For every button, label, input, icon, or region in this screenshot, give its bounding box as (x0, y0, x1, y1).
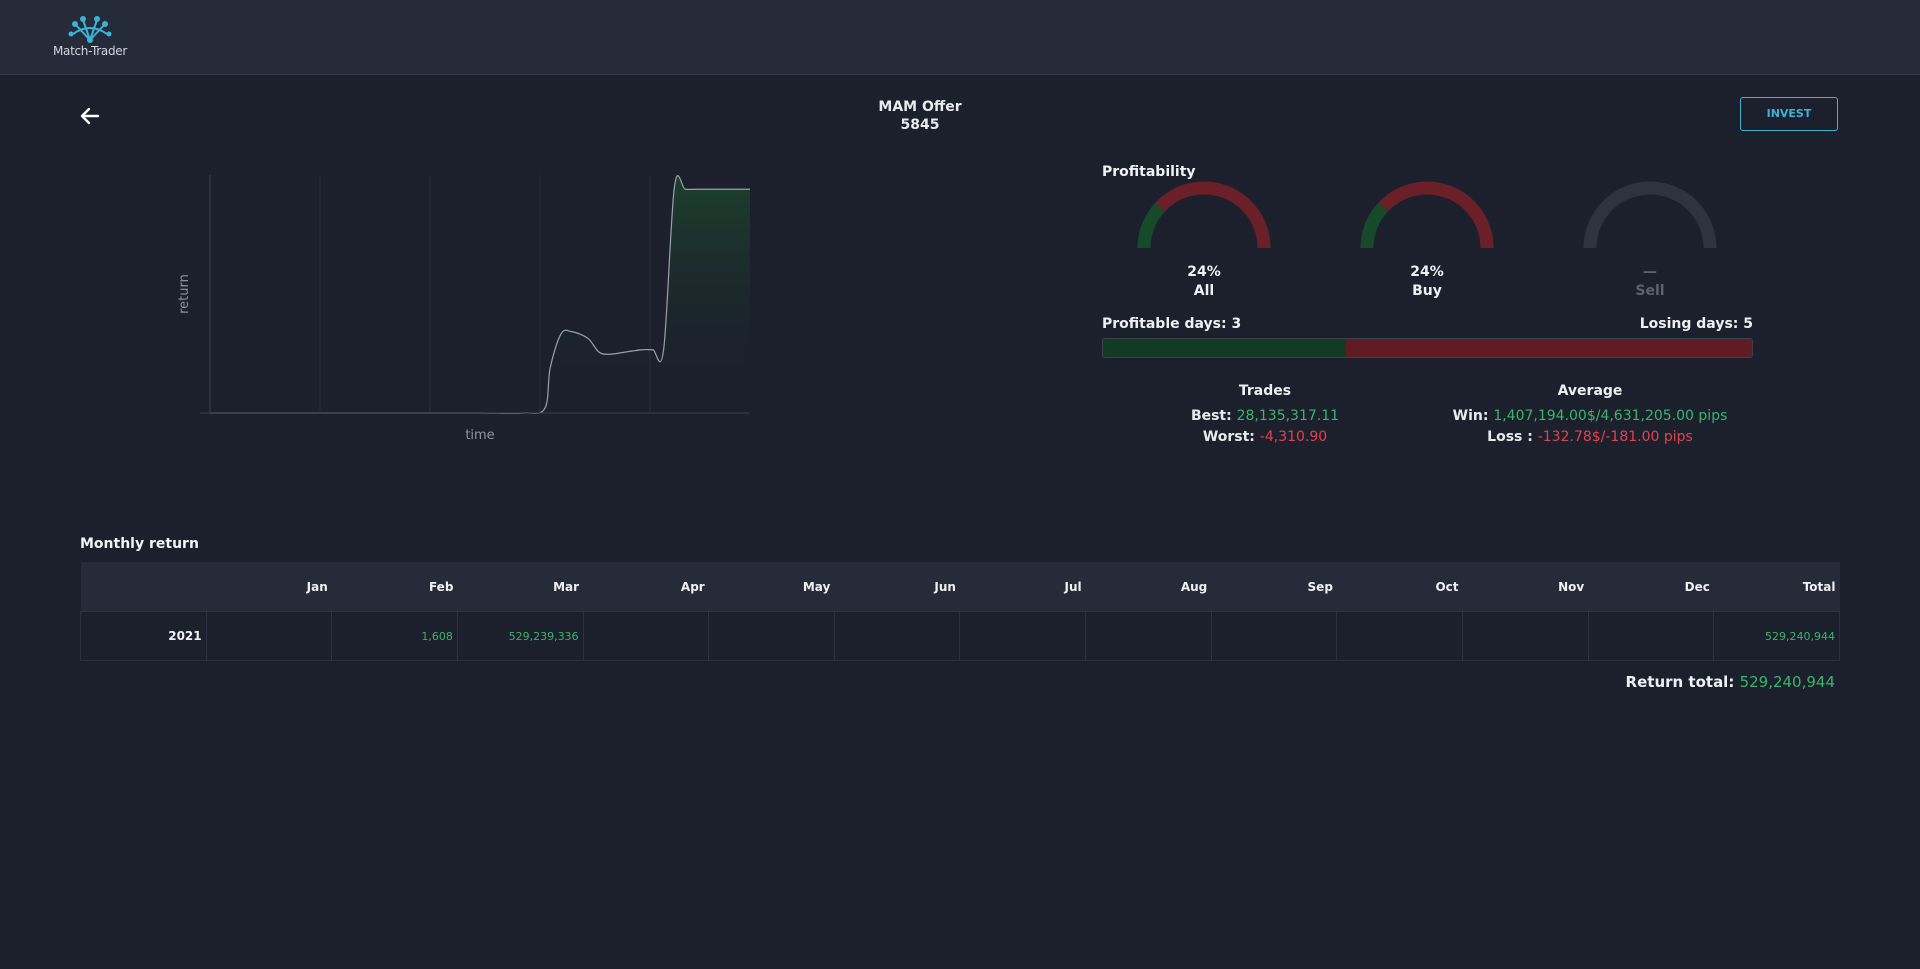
offer-id: 5845 (900, 117, 940, 133)
days-bar-profitable (1103, 339, 1347, 357)
gauge-loss-arc (1378, 181, 1494, 249)
x-axis-label: time (465, 428, 494, 443)
profitability-title: Profitability (1102, 164, 1196, 180)
gauge-all: 24% All (1134, 176, 1274, 299)
column-header-sep: Sep (1211, 562, 1337, 612)
invest-button[interactable]: INVEST (1740, 97, 1838, 131)
cell-mar: 529,239,336 (456, 611, 584, 661)
column-header-nov: Nov (1462, 562, 1589, 612)
monthly-return-table: Jan Feb Mar Apr May Jun Jul Aug Sep Oct … (80, 562, 1840, 661)
profitable-days-label: Profitable days: 3 (1102, 316, 1242, 332)
brand-name: Match-Trader (52, 44, 128, 58)
return-area (210, 175, 750, 414)
column-header-jun: Jun (834, 562, 960, 612)
column-header-total: Total (1713, 562, 1840, 612)
brand-logo[interactable]: Match-Trader (44, 12, 136, 62)
return-chart: return time (170, 165, 760, 450)
cell-apr (582, 611, 710, 661)
trades-title: Trades (1238, 383, 1292, 399)
average-loss-value: -132.78$/-181.00 pips (1537, 429, 1693, 445)
gauge-all-value: 24% (1187, 264, 1221, 280)
average-loss-label: Loss : (1487, 429, 1533, 445)
arrow-left-icon (80, 107, 100, 125)
table-header-row: Jan Feb Mar Apr May Jun Jul Aug Sep Oct … (80, 562, 1840, 612)
cell-feb: 1,608 (331, 611, 458, 661)
trades-best-value: 28,135,317.11 (1236, 408, 1340, 424)
offer-type: MAM Offer (878, 99, 962, 115)
days-bar (1102, 338, 1753, 358)
page-title: MAM Offer 5845 (820, 98, 1020, 134)
column-header-jul: Jul (959, 562, 1086, 612)
column-header-oct: Oct (1336, 562, 1463, 612)
column-header-year (80, 562, 207, 612)
average-loss: Loss : -132.78$/-181.00 pips (1390, 429, 1790, 445)
cell-jul (959, 611, 1087, 661)
return-total: Return total: 529,240,944 (1500, 673, 1835, 691)
y-axis-label: return (177, 274, 192, 314)
cell-jun (833, 611, 961, 661)
return-total-label: Return total: (1625, 673, 1735, 691)
gauge-sell-arc (1583, 181, 1717, 249)
cell-nov (1462, 611, 1589, 661)
average-win: Win: 1,407,194.00$/4,631,205.00 pips (1390, 408, 1790, 424)
logo-icon (68, 16, 112, 43)
cell-total: 529,240,944 (1713, 611, 1840, 661)
gauge-buy: 24% Buy (1357, 176, 1497, 299)
trades-worst-value: -4,310.90 (1259, 429, 1328, 445)
gauge-all-caption: All (1193, 283, 1215, 299)
cell-dec (1587, 611, 1715, 661)
days-bar-losing (1346, 339, 1752, 357)
average-win-value: 1,407,194.00$/4,631,205.00 pips (1493, 408, 1728, 424)
column-header-apr: Apr (583, 562, 709, 612)
cell-may (708, 611, 835, 661)
trades-worst: Worst: -4,310.90 (1115, 429, 1415, 445)
gauge-buy-arc (1360, 181, 1494, 249)
gauge-all-arc (1137, 181, 1271, 249)
trades-best-label: Best: (1190, 408, 1232, 424)
table-row: 2021 1,608 529,239,336 529,240,944 (80, 611, 1840, 661)
gauge-buy-caption: Buy (1412, 283, 1442, 299)
gauge-track (1583, 181, 1717, 249)
return-total-value: 529,240,944 (1739, 673, 1835, 691)
column-header-aug: Aug (1085, 562, 1212, 612)
column-header-may: May (708, 562, 835, 612)
column-header-jan: Jan (206, 562, 332, 612)
gauge-loss-arc (1155, 181, 1271, 249)
average-win-label: Win: (1452, 408, 1489, 424)
top-bar: Match-Trader (0, 0, 1920, 75)
gauge-win-arc (1360, 202, 1389, 249)
monthly-return-title: Monthly return (80, 536, 199, 552)
average-title: Average (1557, 383, 1623, 399)
trades-worst-label: Worst: (1202, 429, 1255, 445)
column-header-dec: Dec (1588, 562, 1714, 612)
column-header-mar: Mar (457, 562, 584, 612)
trades-best: Best: 28,135,317.11 (1115, 408, 1415, 424)
gauge-sell-caption: Sell (1635, 283, 1665, 299)
column-header-feb: Feb (331, 562, 458, 612)
cell-jan (205, 611, 333, 661)
losing-days-label: Losing days: 5 (1639, 316, 1753, 332)
cell-aug (1085, 611, 1212, 661)
return-chart-svg: return time (177, 175, 751, 443)
cell-sep (1210, 611, 1338, 661)
gauge-sell: — Sell (1580, 176, 1720, 299)
cell-year: 2021 (80, 611, 207, 661)
gauge-win-arc (1137, 202, 1166, 249)
back-button[interactable] (78, 104, 102, 128)
gauge-buy-value: 24% (1410, 264, 1444, 280)
gauge-sell-value: — (1643, 264, 1657, 280)
cell-oct (1336, 611, 1464, 661)
